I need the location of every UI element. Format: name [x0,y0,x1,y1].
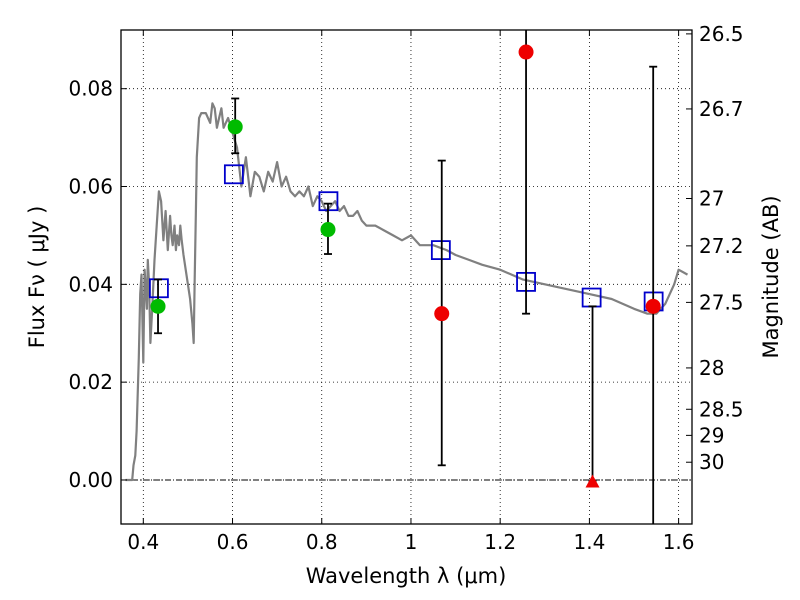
y-tick-label: 0.06 [68,175,113,199]
x-tick-label: 1.2 [484,530,516,554]
series-layer [125,30,689,524]
x-tick-label: 0.8 [306,530,338,554]
circle-marker [434,306,450,322]
y2-tick-label: 29 [699,423,724,447]
x-tick-label: 1.4 [573,530,605,554]
tick-marks [121,30,692,524]
y2-tick-label: 28 [699,356,724,380]
circle-marker [320,222,336,238]
y2-tick-label: 27.5 [699,290,744,314]
triangle-marker [585,474,600,488]
y2-tick-label: 26.5 [699,22,744,46]
circle-marker [645,298,661,314]
x-axis-label: Wavelength λ (μm) [306,564,507,588]
y2-tick-label: 26.7 [699,97,744,121]
y-axis-label: Flux Fν ( μJy ) [25,206,49,349]
x-tick-label: 1 [405,530,418,554]
y-tick-label: 0.04 [68,272,113,296]
x-tick-label: 0.6 [217,530,249,554]
y-tick-label: 0.02 [68,370,113,394]
circle-marker [150,298,166,314]
x-tick-label: 1.6 [663,530,695,554]
y-tick-label: 0.08 [68,77,113,101]
y2-tick-label: 30 [699,450,724,474]
y2-axis-label: Magnitude (AB) [759,195,783,358]
y2-tick-label: 28.5 [699,397,744,421]
tick-labels: 0.4 0.6 0.8 1 1.2 1.4 1.6 0.00 0.02 0.04 0.06 0.08 2… [68,22,743,554]
y2-tick-label: 27 [699,187,724,211]
plot-background [121,30,692,524]
circle-marker [227,119,243,135]
y2-tick-label: 27.2 [699,234,744,258]
plot-frame [120,29,693,525]
y-tick-label: 0.00 [68,468,113,492]
square-marker [223,164,244,185]
x-tick-label: 0.4 [127,530,159,554]
circle-marker [518,44,534,60]
